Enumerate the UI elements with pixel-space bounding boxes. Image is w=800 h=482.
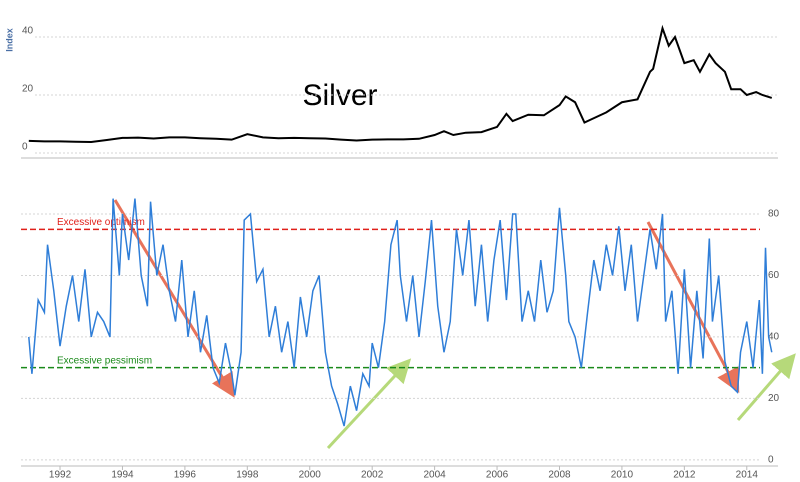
x-tick-label: 1994	[111, 470, 134, 481]
x-tick-label: 1992	[49, 470, 72, 481]
y-tick-label: 60	[768, 270, 780, 281]
x-tick-label: 1998	[236, 470, 259, 481]
x-tick-label: 2012	[673, 470, 696, 481]
x-tick-label: 1996	[174, 470, 197, 481]
x-tick-label: 2014	[736, 470, 759, 481]
line	[28, 198, 773, 427]
x-tick-label: 2000	[299, 470, 322, 481]
y-tick-label: 40	[22, 26, 34, 37]
line	[28, 24, 773, 143]
reference-label: Excessive pessimism	[57, 355, 152, 366]
y-tick-label: 40	[768, 332, 780, 343]
annotation-arrows	[113, 199, 796, 450]
x-tick-label: 2006	[486, 470, 509, 481]
y-tick-label: 0	[768, 454, 774, 465]
y-axis-label: Index	[4, 28, 14, 52]
x-tick-label: 2008	[548, 470, 571, 481]
arrow	[113, 199, 235, 398]
y-tick-label: 20	[768, 393, 780, 404]
y-tick-label: 20	[22, 84, 34, 95]
y-tick-label: 80	[768, 209, 780, 220]
arrow	[736, 353, 796, 421]
reference-label: Excessive optimism	[57, 217, 145, 228]
x-tick-label: 2010	[611, 470, 634, 481]
x-tick-label: 2004	[423, 470, 446, 481]
arrow	[646, 221, 740, 393]
x-tick-label: 2002	[361, 470, 384, 481]
arrow	[326, 358, 412, 450]
y-tick-label: 0	[22, 142, 28, 153]
